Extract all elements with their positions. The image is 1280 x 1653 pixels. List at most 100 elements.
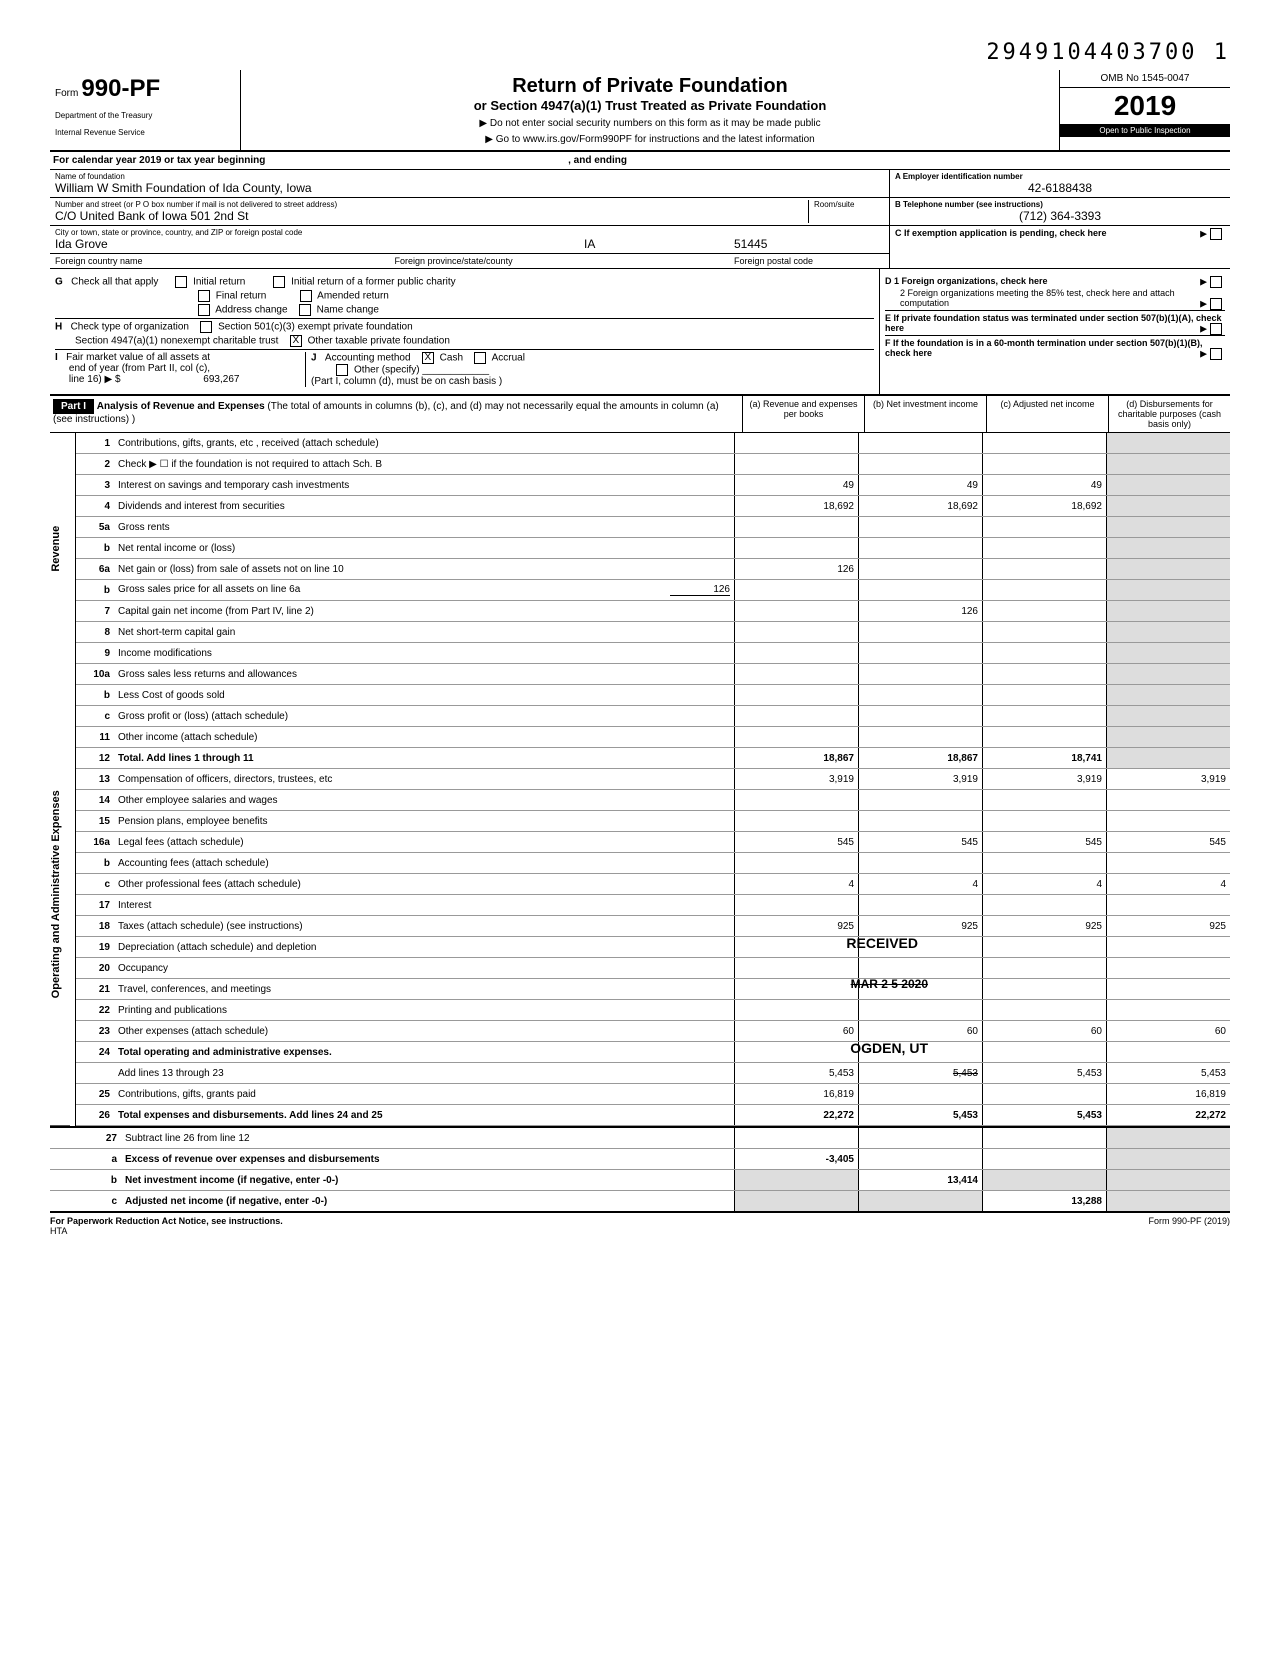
terminated-checkbox[interactable] [1210, 323, 1222, 335]
foreign-country-label: Foreign country name [55, 256, 395, 266]
line-16a: 16aLegal fees (attach schedule)545545545… [76, 832, 1230, 853]
section-h-label: H [55, 322, 62, 333]
line-27c: cAdjusted net income (if negative, enter… [50, 1191, 1230, 1213]
ein-label: A Employer identification number [895, 172, 1225, 181]
line-18: 18Taxes (attach schedule) (see instructi… [76, 916, 1230, 937]
part1-title: Analysis of Revenue and Expenses [97, 401, 265, 412]
room-label: Room/suite [814, 200, 884, 209]
line-2: 2Check ▶ ☐ if the foundation is not requ… [76, 454, 1230, 475]
line-5a: 5aGross rents [76, 517, 1230, 538]
line-26: 26Total expenses and disbursements. Add … [76, 1105, 1230, 1126]
line-10a: 10aGross sales less returns and allowanc… [76, 664, 1230, 685]
section-j-label: J [311, 353, 317, 364]
hta: HTA [50, 1226, 67, 1236]
foreign-postal-label: Foreign postal code [734, 256, 884, 266]
line-21: 21Travel, conferences, and meetingsMAR 2… [76, 979, 1230, 1000]
state: IA [584, 237, 734, 251]
col-b-header: (b) Net investment income [865, 396, 987, 432]
zip: 51445 [734, 237, 884, 251]
initial-return-checkbox[interactable] [175, 276, 187, 288]
line-16c: cOther professional fees (attach schedul… [76, 874, 1230, 895]
foundation-address: C/O United Bank of Iowa 501 2nd St [55, 209, 808, 223]
col-a-header: (a) Revenue and expenses per books [743, 396, 865, 432]
section-d1: D 1 Foreign organizations, check here [885, 276, 1048, 286]
line-15: 15Pension plans, employee benefits [76, 811, 1230, 832]
line-27b: bNet investment income (if negative, ent… [50, 1170, 1230, 1191]
final-return-checkbox[interactable] [198, 290, 210, 302]
cash-basis-note: (Part I, column (d), must be on cash bas… [311, 376, 502, 387]
line-25: 25Contributions, gifts, grants paid16,81… [76, 1084, 1230, 1105]
line-22: 22Printing and publications [76, 1000, 1230, 1021]
web-instruction: ▶ Go to www.irs.gov/Form990PF for instru… [246, 134, 1054, 145]
phone-label: B Telephone number (see instructions) [895, 200, 1225, 209]
line-16b: bAccounting fees (attach schedule) [76, 853, 1230, 874]
line-3: 3Interest on savings and temporary cash … [76, 475, 1230, 496]
amended-checkbox[interactable] [300, 290, 312, 302]
dept-treasury: Department of the Treasury [55, 111, 235, 120]
section-d2: 2 Foreign organizations meeting the 85% … [900, 288, 1175, 308]
form-footer: Form 990-PF (2019) [1148, 1216, 1230, 1236]
subtitle: or Section 4947(a)(1) Trust Treated as P… [246, 98, 1054, 113]
line-24b: Add lines 13 through 235,4535,4535,4535,… [76, 1063, 1230, 1084]
line-8: 8Net short-term capital gain [76, 622, 1230, 643]
line-24: 24Total operating and administrative exp… [76, 1042, 1230, 1063]
line-10b: bLess Cost of goods sold [76, 685, 1230, 706]
line-17: 17Interest [76, 895, 1230, 916]
accrual-checkbox[interactable] [474, 352, 486, 364]
foundation-name: William W Smith Foundation of Ida County… [55, 181, 884, 195]
cash-checkbox[interactable]: X [422, 352, 434, 364]
name-label: Name of foundation [55, 172, 884, 181]
form-number: 990-PF [81, 75, 160, 102]
revenue-expense-table: 1Contributions, gifts, grants, etc , rec… [76, 433, 1230, 1126]
address-change-checkbox[interactable] [198, 304, 210, 316]
exemption-label: C If exemption application is pending, c… [895, 228, 1107, 238]
foreign-org-checkbox[interactable] [1210, 276, 1222, 288]
section-f: F If the foundation is in a 60-month ter… [885, 338, 1203, 358]
section-g-label: G [55, 277, 63, 288]
line-7: 7Capital gain net income (from Part IV, … [76, 601, 1230, 622]
other-method-checkbox[interactable] [336, 364, 348, 376]
date-stamp: MAR 2 5 2020 [851, 977, 928, 991]
col-d-header: (d) Disbursements for charitable purpose… [1109, 396, 1230, 432]
fmv-value: 693,267 [203, 374, 239, 385]
city-label: City or town, state or province, country… [55, 228, 884, 237]
footer: For Paperwork Reduction Act Notice, see … [50, 1213, 1230, 1236]
ssn-instruction: ▶ Do not enter social security numbers o… [246, 118, 1054, 129]
main-title: Return of Private Foundation [246, 75, 1054, 98]
exemption-checkbox[interactable] [1210, 228, 1222, 240]
section-g-text: Check all that apply [71, 277, 158, 288]
line-27: 27Subtract line 26 from line 12 [50, 1127, 1230, 1149]
line-13: 13Compensation of officers, directors, t… [76, 769, 1230, 790]
85pct-checkbox[interactable] [1210, 298, 1222, 310]
omb-number: OMB No 1545-0047 [1060, 70, 1230, 88]
tax-year: 2019 [1060, 88, 1230, 124]
line-12: 12Total. Add lines 1 through 1118,86718,… [76, 748, 1230, 769]
line-23: 23Other expenses (attach schedule)606060… [76, 1021, 1230, 1042]
inspection-label: Open to Public Inspection [1060, 124, 1230, 137]
60month-checkbox[interactable] [1210, 348, 1222, 360]
section-e: E If private foundation status was termi… [885, 313, 1222, 333]
line-6a: 6aNet gain or (loss) from sale of assets… [76, 559, 1230, 580]
line-6b: bGross sales price for all assets on lin… [76, 580, 1230, 601]
other-taxable-checkbox[interactable]: X [290, 335, 302, 347]
line-4: 4Dividends and interest from securities1… [76, 496, 1230, 517]
city: Ida Grove [55, 237, 584, 251]
section-h-text: Check type of organization [71, 322, 189, 333]
part1-label: Part I [53, 399, 94, 414]
name-change-checkbox[interactable] [299, 304, 311, 316]
calendar-year-row: For calendar year 2019 or tax year begin… [50, 152, 1230, 170]
section-i-label: I [55, 352, 58, 363]
line-11: 11Other income (attach schedule) [76, 727, 1230, 748]
received-stamp: RECEIVED [846, 935, 918, 951]
ein: 42-6188438 [895, 181, 1225, 195]
line-9: 9Income modifications [76, 643, 1230, 664]
form-prefix: Form [55, 88, 78, 99]
tracking-number: 2949104403700 1 [50, 40, 1230, 65]
line-14: 14Other employee salaries and wages [76, 790, 1230, 811]
foreign-province-label: Foreign province/state/county [395, 256, 735, 266]
summary-table: 27Subtract line 26 from line 12 aExcess … [50, 1126, 1230, 1213]
501c3-checkbox[interactable] [200, 321, 212, 333]
phone: (712) 364-3393 [895, 209, 1225, 223]
line-27a: aExcess of revenue over expenses and dis… [50, 1149, 1230, 1170]
former-charity-checkbox[interactable] [273, 276, 285, 288]
